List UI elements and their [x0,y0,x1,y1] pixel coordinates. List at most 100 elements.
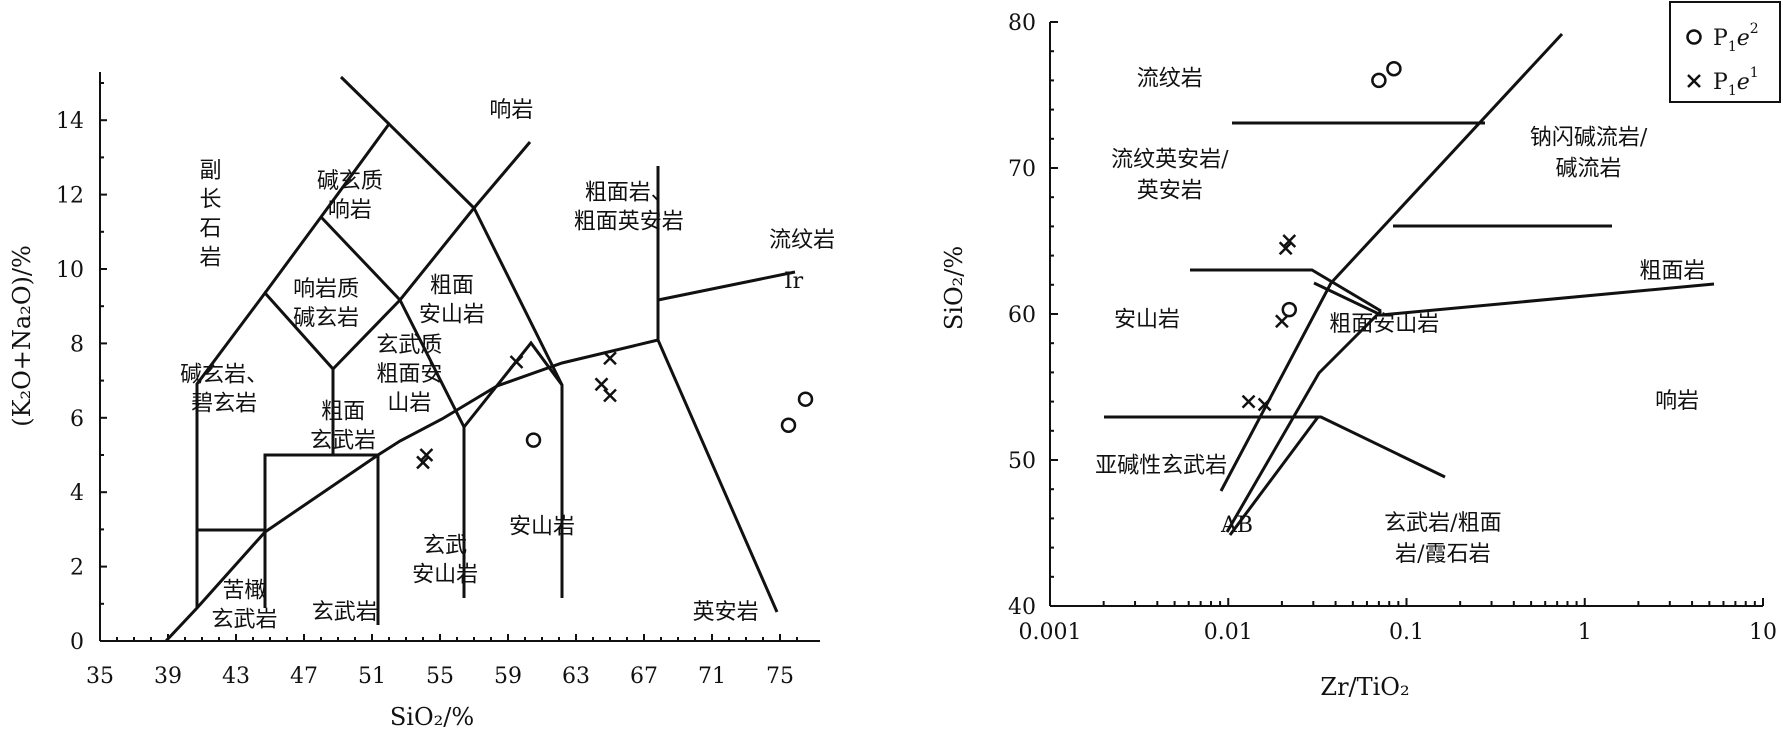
field-label: 粗面英安岩 [574,209,684,234]
sample-cross-point [1278,241,1293,256]
field-label: 山岩 [387,391,431,416]
tas-y-tick-label: 8 [70,332,84,357]
sample-cross-point [603,388,617,403]
field-label: 粗面 [430,273,474,298]
sample-cross-point [1275,314,1289,329]
tas-x-tick-label: 59 [494,664,522,689]
field-label: 安山岩 [509,515,575,540]
field-label: 玄武岩/粗面 [1384,511,1501,536]
sample-cross-point [603,351,617,366]
field-label: 响岩质 [293,277,359,302]
sample-cross-point [509,355,524,369]
tas-axes [99,72,820,642]
field-label: 碱流岩 [1556,156,1622,181]
zr-sample-points [1241,60,1402,412]
tas-y-tick-label: 4 [70,481,84,506]
field-label: Ir [784,269,804,294]
sample-circle-point [525,432,542,448]
tas-x-tick-label: 55 [426,664,454,689]
field-label: 钠闪碱流岩/ [1530,125,1648,150]
tas-field-labels: 响岩碱玄质响岩副长石岩响岩质碱玄岩粗面安山岩粗面岩、粗面英安岩流纹岩碱玄岩、碧玄… [180,98,835,632]
field-label: 苦橄 [222,578,266,603]
zr-y-tick-label: 40 [1008,595,1036,620]
tas-tick-labels: 35 39 43 47 51 55 59 63 67 71 75 0 2 4 6 8 10 12 14 [56,109,794,689]
field-label: 英安岩 [1137,178,1203,203]
field-label: 响岩 [489,98,533,123]
field-label: 碧玄岩 [191,392,257,417]
sample-circle-point [1386,60,1402,77]
field-label: 碱玄岩 [293,306,359,331]
zr-y-tick-label: 70 [1008,157,1036,182]
tas-x-tick-label: 75 [766,664,794,689]
field-label: 玄武质 [376,333,442,358]
field-label: 安山岩 [1114,307,1180,332]
field-label: 岩/霞石岩 [1395,542,1490,567]
field-label: 长 [199,188,221,213]
field-label: 流纹英安岩/ [1111,147,1229,172]
sample-circle-point [797,391,814,407]
sample-cross-point [594,377,609,392]
tas-x-tick-label: 35 [86,664,114,689]
tas-x-tick-label: 63 [562,664,590,689]
field-label: 粗面岩、 [585,180,673,205]
field-label: 响岩 [328,198,372,223]
zr-x-tick-label: 0.1 [1389,620,1424,645]
field-label: 安山岩 [419,302,485,327]
legend-entry-1: P1e2 [1713,21,1759,55]
sample-circle-point [1371,72,1387,89]
legend-entry-2: P1e1 [1713,65,1759,99]
sample-cross-point [416,455,430,470]
tas-y-tick-label: 6 [70,407,84,432]
tas-y-tick-label: 0 [70,630,84,655]
field-label: 流纹岩 [769,228,835,253]
tas-x-tick-label: 39 [154,664,182,689]
field-label: 粗面岩 [1639,259,1705,284]
field-label: 玄武岩 [310,429,376,454]
tas-x-tick-label: 43 [222,664,250,689]
sample-cross-point [1282,234,1297,248]
field-label: 粗面安 [376,362,442,387]
tas-field-boundaries [164,75,796,643]
zr-x-tick-label: 10 [1749,620,1777,645]
sample-cross-point [419,448,434,462]
tas-x-axis-label: SiO₂/% [390,703,474,731]
zr-x-axis-label: Zr/TiO₂ [1320,673,1409,701]
tas-x-tick-label: 67 [630,664,658,689]
field-label: 石 [199,217,221,242]
zr-y-axis-label: SiO₂/% [940,246,968,330]
zr-field-boundaries [1104,32,1715,536]
field-label: 响岩 [1655,389,1699,414]
zr-x-tick-label: 1 [1578,620,1592,645]
field-label: 玄武 [423,534,467,559]
field-label: 流纹岩 [1137,66,1203,91]
tas-x-tick-label: 51 [358,664,386,689]
tas-x-tick-label: 71 [698,664,726,689]
field-label: 副 [199,159,221,184]
sample-cross-point [1241,394,1256,409]
field-label: 亚碱性玄武岩 [1095,453,1227,478]
legend-cross-marker [1687,74,1701,88]
field-label: 玄武岩 [312,600,378,625]
zr-axes [1049,21,1764,607]
zr-x-tick-label: 0.01 [1204,620,1253,645]
tas-y-tick-label: 12 [56,184,84,209]
zr-y-tick-label: 80 [1008,11,1036,36]
sample-circle-point [780,417,797,433]
field-label: 碱玄岩、 [180,363,268,388]
tas-y-axis-label: (K₂O+Na₂O)/% [8,245,36,427]
field-label: 粗面安山岩 [1329,312,1439,337]
field-label: AB [1220,513,1253,538]
tas-y-tick-label: 14 [56,109,84,134]
field-label: 安山岩 [412,563,478,588]
tas-x-tick-label: 47 [290,664,318,689]
field-label: 玄武岩 [211,607,277,632]
sample-cross-point [1257,397,1272,412]
sample-circle-point [1281,301,1298,318]
legend-circle-marker [1686,29,1702,45]
field-label: 英安岩 [693,600,759,625]
zr-y-tick-label: 60 [1008,303,1036,328]
